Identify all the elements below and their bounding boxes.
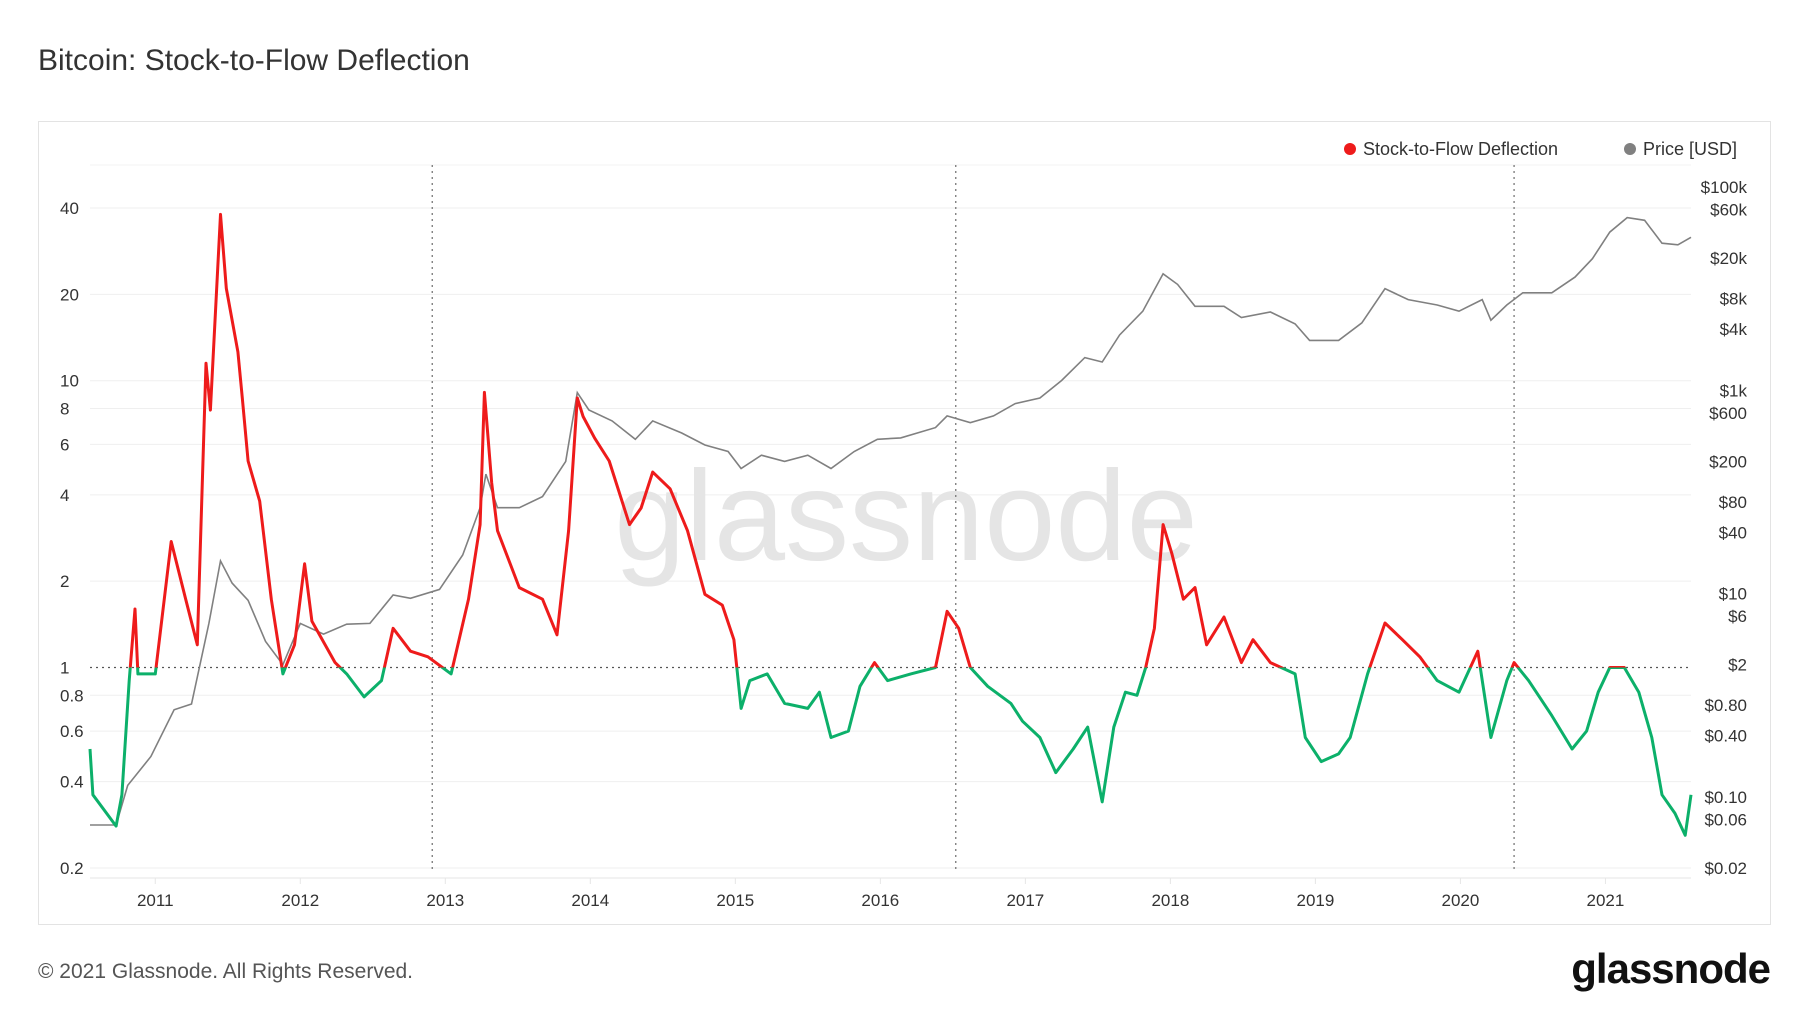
x-tick-label: 2019 [1296,891,1334,910]
left-tick-label: 6 [60,435,69,454]
right-tick-label: $600 [1709,404,1747,423]
halving-lines [431,165,1515,872]
right-axis: $0.02 $0.06 $0.10 $0.40 $0.80 $2 $6 $10 $40 $80 $2… [1701,178,1748,878]
x-tick-label: 2013 [426,891,464,910]
chart-title: Bitcoin: Stock-to-Flow Deflection [38,44,470,77]
x-tick-label: 2020 [1442,891,1480,910]
chart-frame [38,121,1771,925]
left-tick-label: 20 [60,285,79,304]
x-tick-label: 2016 [861,891,899,910]
legend: Stock-to-Flow Deflection Price [USD] [1344,139,1737,159]
left-tick-label: 0.8 [60,686,84,705]
right-tick-label: $6 [1728,607,1747,626]
left-tick-label: 0.4 [60,773,84,792]
right-tick-label: $0.80 [1704,696,1747,715]
legend-label-deflection: Stock-to-Flow Deflection [1363,139,1558,159]
legend-item-price[interactable]: Price [USD] [1624,139,1737,159]
deflection-line-above-one [128,212,1627,668]
right-tick-label: $20k [1710,249,1747,268]
legend-item-deflection[interactable]: Stock-to-Flow Deflection [1344,139,1558,159]
right-tick-label: $40 [1719,523,1747,542]
left-tick-label: 8 [60,399,69,418]
legend-marker-deflection [1344,143,1356,155]
right-tick-label: $80 [1719,493,1747,512]
left-tick-label: 4 [60,486,69,505]
right-tick-label: $200 [1709,452,1747,471]
right-tick-label: $1k [1720,381,1748,400]
legend-label-price: Price [USD] [1643,139,1737,159]
right-tick-label: $0.06 [1704,810,1747,829]
right-tick-label: $8k [1720,290,1748,309]
left-axis: 0.2 0.4 0.6 0.8 1 2 4 6 8 10 20 40 [60,199,84,878]
x-tick-label: 2018 [1151,891,1189,910]
left-tick-label: 2 [60,572,69,591]
right-tick-label: $2 [1728,656,1747,675]
left-tick-label: 10 [60,372,79,391]
x-tick-label: 2017 [1006,891,1044,910]
gridlines [90,164,1691,879]
x-tick-label: 2021 [1587,891,1625,910]
price-line [90,216,1692,826]
glassnode-logo[interactable]: glassnode [1571,945,1771,992]
legend-marker-price [1624,143,1636,155]
right-tick-label: $10 [1719,585,1747,604]
right-tick-label: $60k [1710,201,1747,220]
x-tick-label: 2014 [571,891,609,910]
copyright-footer: © 2021 Glassnode. All Rights Reserved. [38,960,414,983]
x-axis: 2011 2012 2013 2014 2015 2016 2017 2018 2019 2020… [137,878,1624,910]
deflection-line-below-one [88,667,1693,837]
x-tick-label: 2015 [716,891,754,910]
left-tick-label: 40 [60,199,79,218]
left-tick-label: 0.6 [60,722,84,741]
right-tick-label: $0.40 [1704,727,1747,746]
right-tick-label: $4k [1720,320,1748,339]
right-tick-label: $0.02 [1704,859,1747,878]
x-tick-label: 2011 [137,891,174,910]
series-layer [88,212,1693,837]
left-tick-label: 0.2 [60,859,84,878]
x-tick-label: 2012 [281,891,319,910]
watermark: glassnode [614,445,1198,588]
right-tick-label: $100k [1701,178,1748,197]
right-tick-label: $0.10 [1704,788,1747,807]
left-tick-label: 1 [60,659,69,678]
